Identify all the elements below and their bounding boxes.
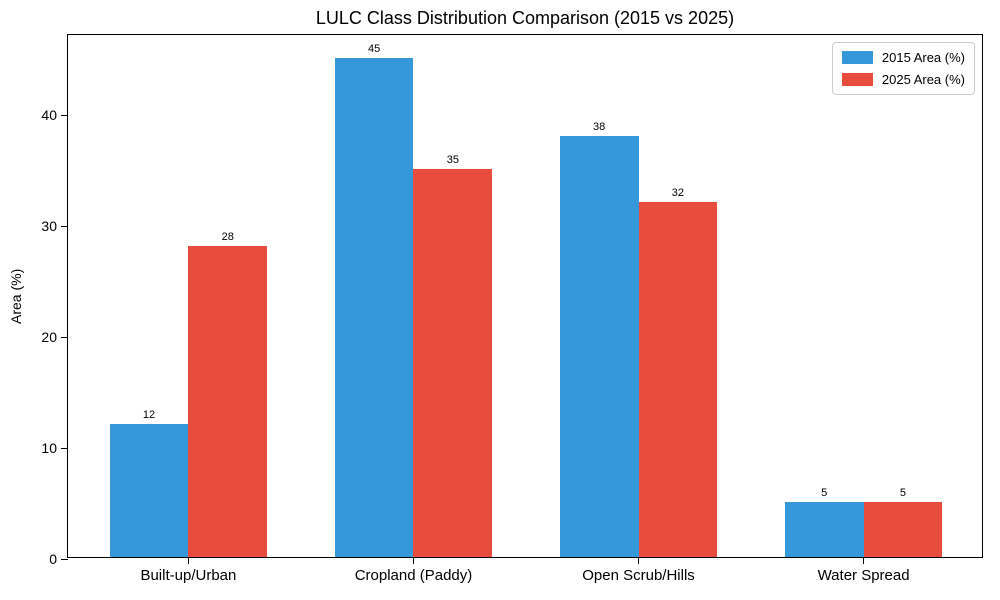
bar-2025-cropland-paddy- bbox=[413, 168, 493, 557]
legend-swatch bbox=[841, 51, 873, 64]
bar-value-label: 12 bbox=[142, 408, 156, 421]
bar-value-label: 35 bbox=[446, 153, 459, 166]
x-tick-label: Built-up/Urban bbox=[140, 567, 237, 584]
bar-value-label: 32 bbox=[671, 187, 685, 200]
bar-2025-open-scrub-hills bbox=[638, 202, 718, 557]
legend-item: 2015 Area (%) bbox=[841, 50, 965, 65]
x-tick-label: Cropland (Paddy) bbox=[354, 567, 473, 584]
y-tick-mark bbox=[61, 558, 68, 560]
x-tick-mark bbox=[638, 557, 640, 564]
plot-area: 12 45 38 5 28 35 32 5 0 10 20 30 40 Built-up/Urban Cro… bbox=[41, 34, 983, 584]
y-axis-label: Area (%) bbox=[8, 268, 24, 324]
bar-2015-open-scrub-hills bbox=[559, 135, 639, 557]
legend-item: 2025 Area (%) bbox=[841, 72, 965, 87]
bar-2025-water-spread bbox=[863, 501, 943, 557]
y-tick-label: 20 bbox=[41, 329, 57, 346]
x-tick-mark bbox=[187, 557, 189, 564]
bar-2015-built-up-urban bbox=[109, 423, 189, 557]
bar-2015-cropland-paddy- bbox=[334, 57, 414, 557]
bar-value-label: 28 bbox=[221, 231, 234, 244]
x-tick-mark bbox=[412, 557, 414, 564]
bar-value-label: 38 bbox=[593, 120, 606, 133]
bar-value-label: 5 bbox=[899, 486, 907, 499]
legend-label: 2025 Area (%) bbox=[881, 72, 965, 87]
bar-value-label: 5 bbox=[821, 486, 828, 499]
y-tick-label: 40 bbox=[41, 107, 57, 124]
y-tick-label: 10 bbox=[41, 440, 57, 457]
x-tick-label: Open Scrub/Hills bbox=[582, 567, 695, 584]
bar-2015-water-spread bbox=[784, 501, 864, 557]
y-tick-mark bbox=[61, 447, 68, 449]
legend-label: 2015 Area (%) bbox=[881, 50, 965, 65]
legend-swatch bbox=[841, 73, 873, 86]
y-tick-mark bbox=[61, 336, 68, 338]
y-tick-label: 30 bbox=[41, 218, 57, 235]
legend: 2015 Area (%) 2025 Area (%) bbox=[831, 42, 975, 95]
y-tick-mark bbox=[61, 225, 68, 227]
chart-title: LULC Class Distribution Comparison (2015… bbox=[315, 8, 735, 28]
bar-2025-built-up-urban bbox=[188, 246, 268, 557]
x-tick-mark bbox=[863, 557, 865, 564]
y-tick-label: 0 bbox=[49, 551, 57, 567]
x-tick-label: Water Spread bbox=[817, 567, 910, 584]
bar-value-label: 45 bbox=[367, 42, 381, 55]
y-tick-mark bbox=[61, 114, 68, 116]
